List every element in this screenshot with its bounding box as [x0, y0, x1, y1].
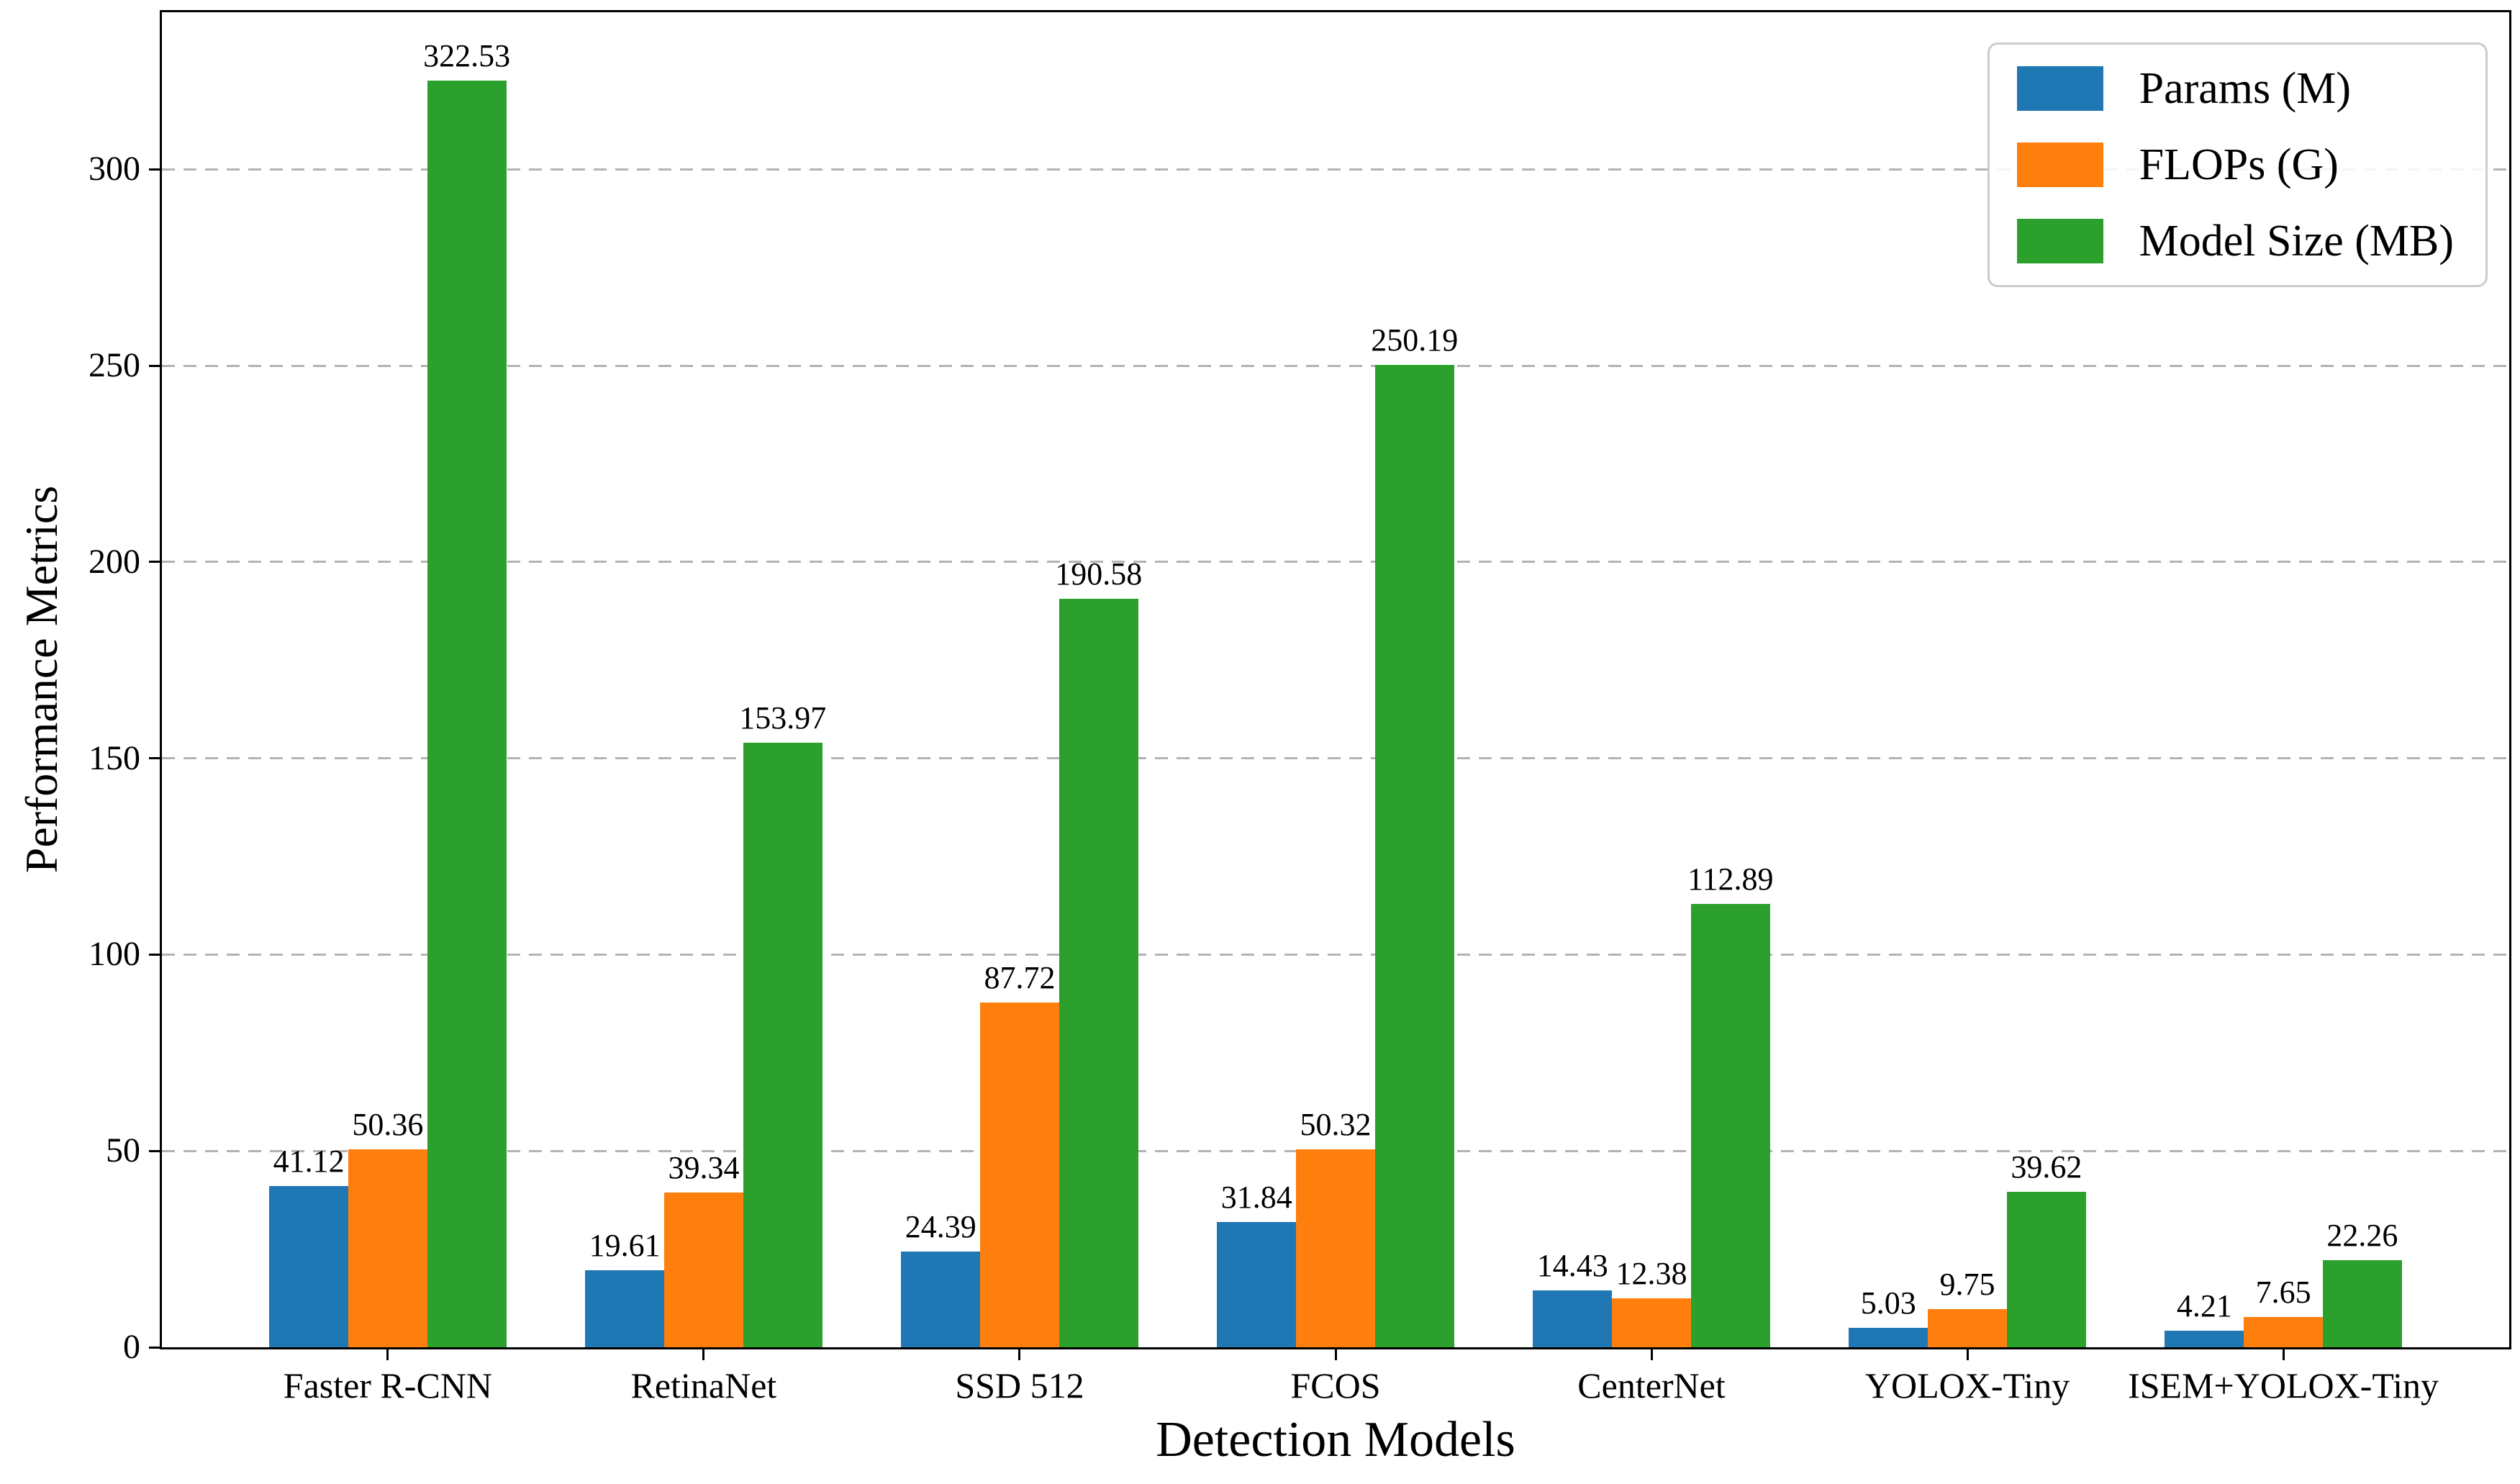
bar-params-m-fcos: [1217, 1222, 1297, 1347]
y-tick-label-200: 200: [89, 542, 140, 581]
bar-value-model-size-mb-ssd-512: 190.58: [1055, 556, 1143, 592]
bar-value-model-size-mb-fcos: 250.19: [1371, 322, 1459, 358]
bar-model-size-mb-yolox-tiny: [2006, 1191, 2086, 1347]
bar-flops-g-faster-r-cnn: [348, 1149, 427, 1347]
plot-area: 0 50 100 150 200 250 300 Faster R-CNN RetinaNet S…: [89, 10, 2511, 1403]
bar-value-model-size-mb-isem-yolox-tiny: 22.26: [2326, 1217, 2398, 1253]
bar-value-params-m-fcos: 31.84: [1220, 1180, 1292, 1216]
bar-value-flops-g-centernet: 12.38: [1615, 1256, 1687, 1292]
x-tick-mark-centernet: [1650, 1349, 1653, 1360]
gridline-y-250: [162, 364, 2509, 367]
y-tick-mark-100: [149, 953, 160, 956]
bar-value-params-m-isem-yolox-tiny: 4.21: [2176, 1288, 2232, 1324]
bar-value-model-size-mb-faster-r-cnn: 322.53: [423, 38, 511, 74]
bar-flops-g-ssd-512: [980, 1003, 1059, 1347]
bar-value-flops-g-faster-r-cnn: 50.36: [352, 1107, 424, 1143]
y-tick-label-150: 150: [89, 738, 140, 777]
bar-value-params-m-yolox-tiny: 5.03: [1860, 1285, 1916, 1321]
legend-swatch-params-m: [2016, 66, 2103, 111]
legend: Params (M) FLOPs (G) Model Size (MB): [1987, 42, 2488, 287]
gridline-y-150: [162, 757, 2509, 760]
gridline-y-300: [162, 168, 2509, 171]
bar-value-model-size-mb-centernet: 112.89: [1687, 861, 1774, 897]
bar-flops-g-fcos: [1296, 1149, 1375, 1347]
y-tick-label-0: 0: [123, 1328, 140, 1366]
bar-params-m-isem-yolox-tiny: [2165, 1331, 2244, 1347]
bar-value-params-m-faster-r-cnn: 41.12: [273, 1143, 345, 1179]
y-tick-label-100: 100: [89, 935, 140, 974]
x-tick-label-faster-r-cnn: Faster R-CNN: [283, 1365, 493, 1406]
y-tick-mark-200: [149, 561, 160, 564]
y-tick-label-50: 50: [106, 1131, 140, 1170]
y-tick-mark-300: [149, 168, 160, 171]
bar-params-m-faster-r-cnn: [269, 1185, 349, 1347]
bar-value-params-m-retinanet: 19.61: [589, 1228, 661, 1264]
bar-flops-g-isem-yolox-tiny: [2244, 1317, 2323, 1347]
x-tick-label-yolox-tiny: YOLOX-Tiny: [1864, 1365, 2070, 1406]
x-tick-mark-retinanet: [702, 1349, 705, 1360]
bar-params-m-yolox-tiny: [1849, 1327, 1928, 1347]
bar-value-model-size-mb-retinanet: 153.97: [739, 700, 827, 736]
y-tick-mark-50: [149, 1149, 160, 1152]
legend-row-model-size-mb: Model Size (MB): [2016, 217, 2454, 266]
x-tick-label-fcos: FCOS: [1290, 1365, 1381, 1406]
y-tick-mark-150: [149, 757, 160, 760]
x-tick-mark-isem-yolox-tiny: [2282, 1349, 2285, 1360]
x-tick-label-isem-yolox-tiny: ISEM+YOLOX-Tiny: [2128, 1365, 2439, 1406]
bar-value-params-m-centernet: 14.43: [1536, 1248, 1608, 1284]
legend-row-params-m: Params (M): [2016, 64, 2454, 113]
bar-model-size-mb-fcos: [1374, 365, 1454, 1347]
legend-row-flops-g: FLOPs (G): [2016, 140, 2454, 189]
x-tick-label-retinanet: RetinaNet: [630, 1365, 777, 1406]
bar-model-size-mb-faster-r-cnn: [427, 81, 507, 1347]
legend-label-model-size-mb: Model Size (MB): [2139, 217, 2454, 266]
x-tick-mark-faster-r-cnn: [386, 1349, 389, 1360]
x-tick-label-centernet: CenterNet: [1577, 1365, 1726, 1406]
x-tick-mark-fcos: [1334, 1349, 1337, 1360]
y-axis-title: Performance Metrics: [16, 485, 67, 874]
y-tick-mark-250: [149, 364, 160, 367]
legend-label-params-m: Params (M): [2139, 64, 2352, 113]
x-tick-mark-ssd-512: [1018, 1349, 1021, 1360]
bar-model-size-mb-retinanet: [743, 742, 822, 1347]
legend-label-flops-g: FLOPs (G): [2139, 140, 2339, 189]
y-tick-label-300: 300: [89, 150, 140, 189]
x-tick-label-ssd-512: SSD 512: [955, 1365, 1084, 1406]
bar-value-flops-g-isem-yolox-tiny: 7.65: [2255, 1275, 2311, 1311]
bar-flops-g-centernet: [1612, 1298, 1691, 1347]
bar-model-size-mb-centernet: [1690, 904, 1770, 1347]
x-tick-mark-yolox-tiny: [1966, 1349, 1969, 1360]
bar-value-model-size-mb-yolox-tiny: 39.62: [2011, 1149, 2082, 1185]
bar-model-size-mb-ssd-512: [1059, 599, 1138, 1347]
bar-flops-g-retinanet: [664, 1193, 743, 1347]
y-tick-label-250: 250: [89, 346, 140, 385]
bar-value-flops-g-yolox-tiny: 9.75: [1939, 1266, 1995, 1302]
bar-params-m-ssd-512: [901, 1251, 981, 1347]
legend-swatch-flops-g: [2016, 142, 2103, 187]
bar-value-flops-g-fcos: 50.32: [1300, 1107, 1372, 1143]
bar-model-size-mb-isem-yolox-tiny: [2322, 1259, 2402, 1347]
y-tick-mark-0: [149, 1346, 160, 1349]
bar-params-m-retinanet: [585, 1270, 665, 1347]
gridline-y-200: [162, 561, 2509, 564]
bar-params-m-centernet: [1533, 1290, 1613, 1347]
legend-swatch-model-size-mb: [2016, 219, 2103, 263]
bar-value-flops-g-retinanet: 39.34: [668, 1150, 740, 1186]
bar-value-params-m-ssd-512: 24.39: [905, 1208, 976, 1244]
bar-flops-g-yolox-tiny: [1928, 1308, 2007, 1347]
gridline-y-100: [162, 953, 2509, 956]
bar-value-flops-g-ssd-512: 87.72: [984, 960, 1056, 996]
x-axis-title: Detection Models: [1156, 1412, 1515, 1467]
